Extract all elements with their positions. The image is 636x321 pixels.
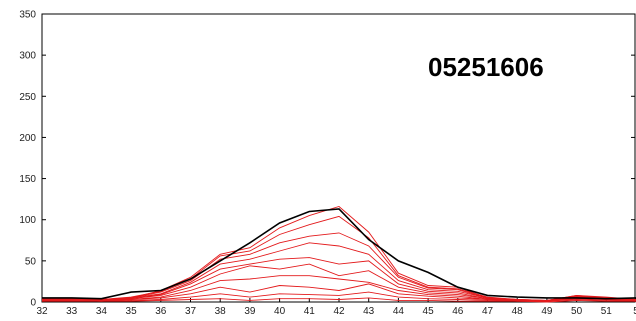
y-tick-label: 350	[19, 10, 36, 21]
y-tick-label: 200	[19, 133, 36, 144]
x-tick-label: 46	[452, 306, 464, 317]
series-line-red-10	[42, 297, 636, 303]
y-tick-label: 250	[19, 92, 36, 103]
y-tick-label: 300	[19, 51, 36, 62]
x-tick-label: 42	[333, 306, 345, 317]
x-tick-label: 38	[215, 306, 227, 317]
chart-annotation: 05251606	[428, 52, 544, 82]
x-tick-label: 49	[541, 306, 553, 317]
x-tick-label: 36	[155, 306, 167, 317]
x-tick-label: 34	[96, 306, 108, 317]
x-tick-label: 47	[482, 306, 494, 317]
y-tick-label: 150	[19, 174, 36, 185]
series-line-red-1	[41, 205, 636, 301]
plot-frame	[41, 13, 636, 303]
x-tick-label: 35	[126, 306, 138, 317]
x-tick-label: 50	[571, 306, 583, 317]
x-tick-label: 45	[423, 306, 435, 317]
x-tick-label: 43	[363, 306, 375, 317]
x-tick-label: 32	[36, 306, 48, 317]
x-tick-label: 39	[244, 306, 256, 317]
x-tick-label: 37	[185, 306, 197, 317]
x-tick-label: 41	[304, 306, 316, 317]
y-tick-label: 100	[19, 215, 36, 226]
x-tick-label: 5	[633, 306, 636, 317]
x-tick-label: 51	[601, 306, 613, 317]
x-tick-label: 40	[274, 306, 286, 317]
series-line-red-4	[41, 242, 636, 301]
x-tick-label: 44	[393, 306, 405, 317]
series-line-black	[42, 208, 636, 300]
x-tick-label: 33	[66, 306, 78, 317]
x-tick-label: 48	[512, 306, 524, 317]
chart-series	[41, 205, 636, 303]
y-tick-label: 0	[30, 298, 36, 309]
series-line-red-2	[41, 215, 636, 301]
series-line-red-9	[41, 291, 636, 302]
y-tick-label: 50	[25, 256, 37, 267]
